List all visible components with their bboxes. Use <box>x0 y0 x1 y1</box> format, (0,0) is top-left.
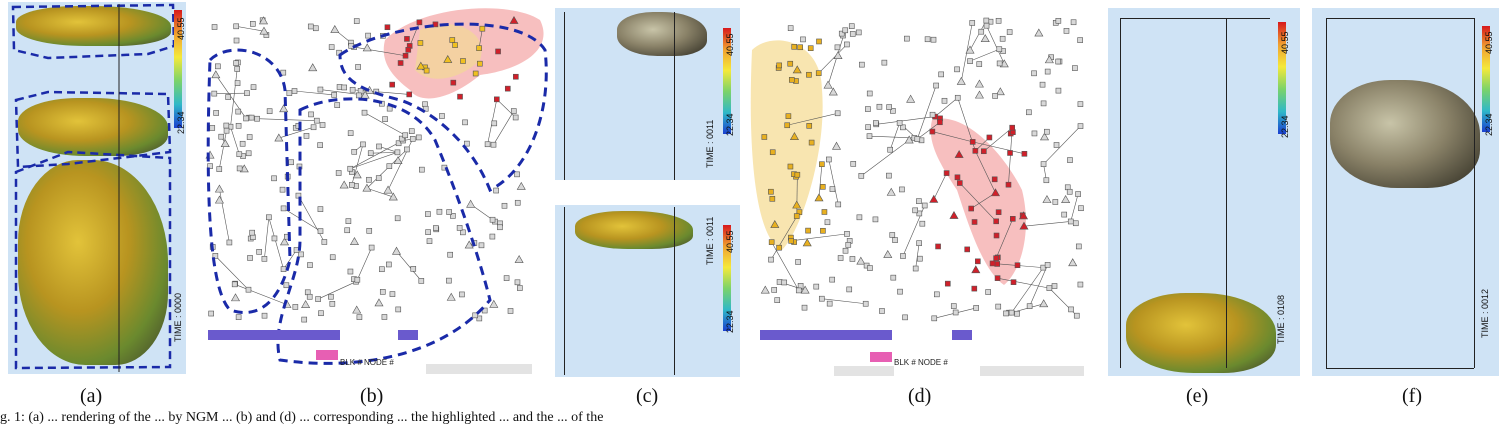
scrollbar-d-2 <box>980 366 1084 376</box>
panel-c-top: 40.55 22.34 TIME : 0011 <box>555 8 740 180</box>
time-label-e: TIME : 0108 <box>1276 295 1286 344</box>
time-label-a: TIME : 0000 <box>173 293 183 342</box>
frame-line-e-mid <box>1226 18 1227 368</box>
panel-e-volume: 40.55 22.34 TIME : 0108 <box>1108 8 1300 376</box>
time-label-c-bottom: TIME : 0011 <box>705 217 715 265</box>
graph-d-canvas <box>742 0 1102 378</box>
blk-bar-d-1 <box>760 330 892 340</box>
colorbar-min-label: 22.34 <box>176 111 186 134</box>
caption-c: (c) <box>636 385 658 408</box>
caption-a: (a) <box>80 385 102 408</box>
frame-line-c-bottom-mid <box>674 207 675 375</box>
colorbar-e-max: 40.55 <box>1280 31 1290 54</box>
colorbar-c-top-max: 40.55 <box>725 33 735 56</box>
blk-node-label-b: BLK # NODE # <box>340 358 394 367</box>
panel-b-graph: BLK # NODE # <box>190 0 550 378</box>
frame-line-e-left <box>1120 18 1121 368</box>
panel-c-bottom: 40.55 22.34 TIME : 0011 <box>555 205 740 377</box>
cluster-outlines <box>8 2 186 374</box>
frame-line-f-bottom <box>1326 368 1474 369</box>
time-label-f: TIME : 0012 <box>1480 289 1490 338</box>
panel-d-graph: BLK # NODE # <box>742 0 1102 378</box>
caption-f: (f) <box>1402 385 1422 408</box>
volume-object-e <box>1126 293 1276 373</box>
blk-bar-d-2 <box>952 330 972 340</box>
caption-b: (b) <box>360 385 383 408</box>
volume-object-f <box>1330 80 1480 188</box>
colorbar-f-max: 40.55 <box>1484 31 1494 54</box>
time-label-c-top: TIME : 0011 <box>705 120 715 168</box>
scrollbar-d-1 <box>834 366 894 376</box>
colorbar-e-min: 22.34 <box>1280 115 1290 138</box>
frame-line-e-top <box>1120 18 1270 19</box>
blk-node-label-d: BLK # NODE # <box>894 358 948 367</box>
graph-b-canvas <box>190 0 550 378</box>
volume-object-c-top <box>617 12 707 56</box>
colorbar-max-label: 40.55 <box>176 17 186 40</box>
panel-a-volume: 40.55 22.34 TIME : 0000 <box>8 2 186 374</box>
figure-caption-text: g. 1: (a) ... rendering of the ... by NG… <box>0 410 603 426</box>
colorbar-f-min: 22.34 <box>1484 113 1494 136</box>
node-bar-d <box>870 352 892 362</box>
frame-line-c-top-mid <box>674 12 675 180</box>
node-bar-b <box>316 350 338 360</box>
colorbar-c-bottom-min: 22.34 <box>725 310 735 333</box>
blk-bar-b-1 <box>208 330 340 340</box>
blk-bar-b-2 <box>398 330 418 340</box>
colorbar-c-top-min: 22.34 <box>725 113 735 136</box>
scrollbar-b <box>426 364 532 374</box>
caption-e: (e) <box>1186 385 1208 408</box>
colorbar-c-bottom-max: 40.55 <box>725 230 735 253</box>
panel-f-volume: 40.55 22.34 TIME : 0012 <box>1312 8 1499 376</box>
volume-object-c-bottom <box>575 211 693 249</box>
frame-line-f-right <box>1474 18 1475 368</box>
frame-line-c-bottom <box>564 207 565 375</box>
caption-d: (d) <box>908 385 931 408</box>
frame-line-f-left <box>1326 18 1327 368</box>
frame-line-c-top <box>564 12 565 180</box>
frame-line-f-top <box>1326 18 1474 19</box>
